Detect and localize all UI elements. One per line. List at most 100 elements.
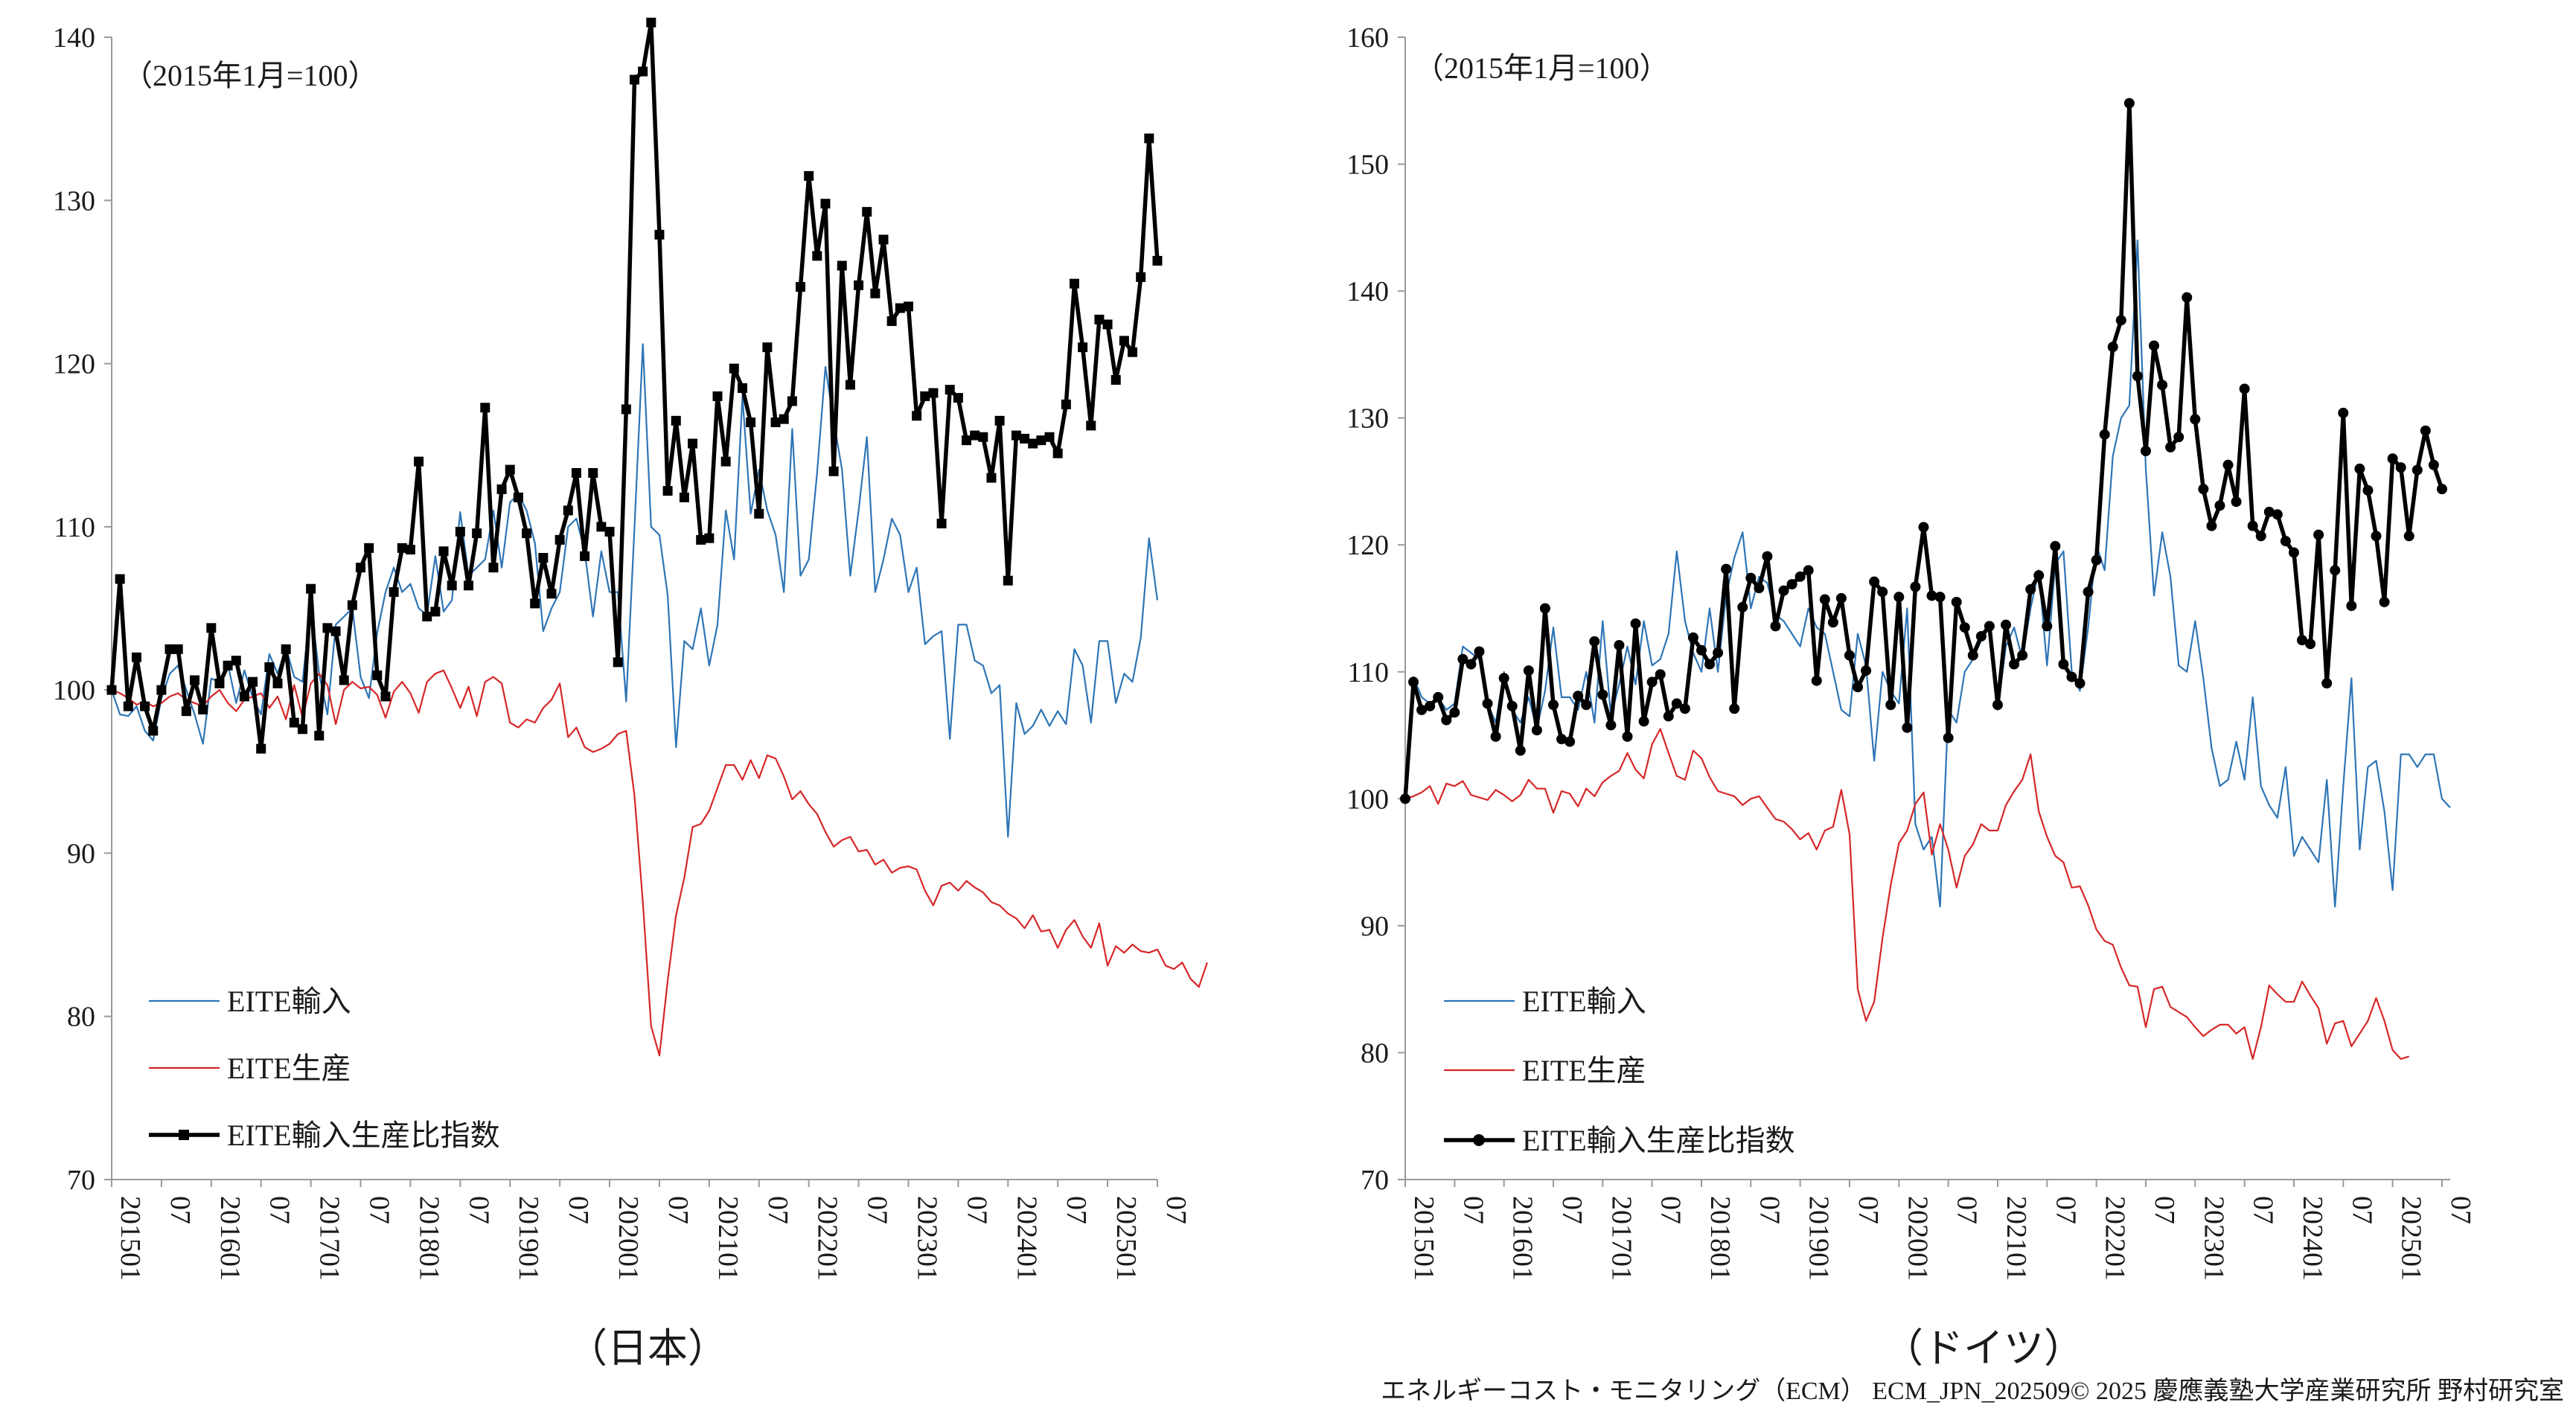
data-point <box>414 456 424 467</box>
x-tick-label: 07 <box>961 1196 992 1224</box>
data-point <box>1910 581 1921 592</box>
data-point <box>1811 675 1822 686</box>
data-point <box>2313 529 2324 540</box>
data-point <box>1449 707 1460 718</box>
data-point <box>596 522 607 532</box>
x-tick-label: 202201 <box>812 1196 843 1281</box>
x-tick-label: 201501 <box>1408 1196 1439 1281</box>
data-point <box>397 543 407 553</box>
legend-label: EITE輸入生産比指数 <box>227 1119 500 1152</box>
data-point <box>903 301 913 312</box>
data-point <box>2074 678 2086 689</box>
data-point <box>1794 571 1806 582</box>
data-point <box>2017 650 2028 661</box>
data-point <box>1069 278 1079 289</box>
x-tick-label: 07 <box>1061 1196 1092 1224</box>
legend-label: EITE生産 <box>1522 1054 1646 1087</box>
y-tick-label: 120 <box>53 349 95 380</box>
x-tick-label: 07 <box>1457 1196 1489 1224</box>
data-point <box>2288 547 2299 558</box>
data-point <box>389 587 399 598</box>
x-tick-label: 201701 <box>314 1196 345 1281</box>
x-tick-label: 07 <box>1556 1196 1588 1224</box>
data-point <box>679 492 689 502</box>
data-point <box>347 600 357 610</box>
data-point <box>1737 601 1748 612</box>
data-point <box>1992 700 2003 711</box>
data-point <box>554 534 565 545</box>
data-point <box>1457 653 1468 665</box>
data-point <box>662 486 673 496</box>
data-point <box>1433 691 1444 703</box>
y-tick-label: 110 <box>1347 657 1389 688</box>
data-point <box>1885 700 1896 711</box>
x-tick-label: 202001 <box>1902 1196 1933 1281</box>
data-point <box>2387 453 2398 464</box>
x-tick-label: 07 <box>662 1196 694 1224</box>
data-point <box>480 403 490 413</box>
x-tick-label: 07 <box>2248 1196 2279 1224</box>
data-point <box>1959 622 1970 633</box>
data-point <box>2412 464 2423 476</box>
data-point <box>1687 632 1698 643</box>
data-point <box>106 685 117 695</box>
data-point <box>878 234 889 245</box>
data-point <box>1770 621 1781 632</box>
data-point <box>1861 665 1872 676</box>
data-point <box>2231 496 2242 508</box>
legend-entry: EITE輸入 <box>149 985 351 1018</box>
x-tick-label: 07 <box>164 1196 196 1224</box>
data-point <box>364 543 374 553</box>
data-point <box>2379 596 2390 607</box>
data-point <box>1696 644 1707 656</box>
data-point <box>1877 586 1888 598</box>
x-tick-label: 07 <box>2445 1196 2476 1224</box>
data-point <box>970 430 980 441</box>
legend-entry: EITE生産 <box>149 1052 351 1085</box>
legend-label: EITE生産 <box>227 1052 351 1085</box>
data-point <box>289 717 299 728</box>
data-point <box>1400 793 1410 804</box>
data-point <box>845 380 855 390</box>
data-point <box>405 545 415 555</box>
data-point <box>920 391 930 401</box>
data-point <box>2149 340 2160 351</box>
legend-entry: EITE輸入 <box>1444 985 1646 1018</box>
data-point <box>2436 484 2447 495</box>
data-point <box>1975 631 1987 642</box>
data-point <box>1926 590 1937 601</box>
data-point <box>1515 745 1526 756</box>
data-point <box>1655 669 1666 680</box>
data-point <box>2305 639 2316 650</box>
data-point <box>571 467 581 478</box>
x-tick-label: 201801 <box>1704 1196 1736 1281</box>
data-point <box>1853 682 1864 693</box>
series-ratio <box>106 17 1163 754</box>
x-tick-label: 202301 <box>911 1196 942 1281</box>
data-point <box>2297 635 2308 646</box>
x-tick-label: 201601 <box>214 1196 246 1281</box>
data-point <box>2280 536 2291 547</box>
data-point <box>1984 621 1995 632</box>
x-tick-label: 202401 <box>2297 1196 2328 1281</box>
unit-note: （2015年1月=100） <box>123 59 378 92</box>
x-tick-label: 202501 <box>2396 1196 2427 1281</box>
data-point <box>1844 650 1855 661</box>
data-point <box>1835 592 1847 604</box>
data-point <box>447 580 457 591</box>
x-tick-label: 07 <box>2050 1196 2081 1224</box>
data-point <box>1110 375 1121 385</box>
data-point <box>837 260 847 271</box>
data-point <box>1523 665 1534 676</box>
data-point <box>356 563 366 573</box>
data-point <box>272 678 283 688</box>
data-point <box>1128 347 1138 357</box>
data-point <box>306 583 316 594</box>
chart-panel-1: 70 80 90 100 110 120 130 140 201501 07 201601 07 201… <box>53 17 1208 1371</box>
data-point <box>1630 618 1641 629</box>
x-tick-label: 201901 <box>1803 1196 1835 1281</box>
data-point <box>1679 703 1690 714</box>
data-point <box>820 199 831 209</box>
x-tick-label: 07 <box>862 1196 893 1224</box>
data-point <box>2428 459 2439 470</box>
